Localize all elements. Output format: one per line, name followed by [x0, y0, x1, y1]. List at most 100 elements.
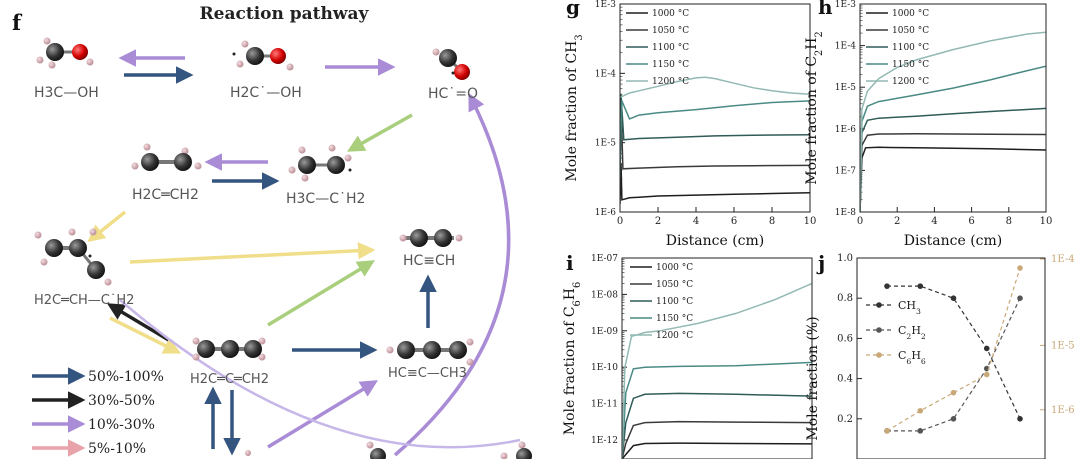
molecule-partial-bottom-3 — [245, 450, 251, 456]
xtick-label-g-5: 10 — [804, 216, 817, 227]
series-line-i-4 — [622, 282, 812, 459]
label-formyl: HC˙=O — [428, 86, 478, 102]
point-j-0-1 — [917, 283, 924, 289]
label-propyne: HC≡C—CH3 — [388, 366, 467, 381]
legend-label-h-3: 1150 °C — [892, 60, 929, 70]
arrow-allyl-to-allene — [109, 316, 182, 354]
panel-letter-g: g — [566, 0, 580, 19]
legend-label-h-2: 1100 °C — [892, 43, 929, 53]
arrow-formyl-to-ethyl — [346, 113, 413, 152]
point-j-0-4 — [1017, 416, 1023, 422]
label-ethyl: H3C—C˙H2 — [286, 191, 365, 207]
molecule-formyl: HC˙=O — [428, 48, 478, 102]
molecule-propyne: HC≡C—CH3 — [386, 338, 474, 381]
label-allyl: H2C═CH—C˙H2 — [34, 293, 134, 308]
point-j-0-2 — [950, 295, 957, 302]
series-line-h-0 — [860, 146, 1046, 212]
legend-label-1: 30%-50% — [88, 393, 155, 409]
legend-label-0: 50%-100% — [88, 369, 164, 385]
plot-frame-j — [856, 257, 1046, 459]
ylabel-g: Mole fraction of CH3 — [564, 34, 585, 181]
panel-letter-f: f — [12, 10, 23, 35]
legend-label-h-4: 1200 °C — [892, 77, 929, 87]
molecule-allene: H2C═C═CH2 — [190, 337, 269, 387]
molecule-partial-bottom-1 — [366, 441, 386, 459]
legend-label-j-2: C6H6 — [898, 349, 926, 366]
legend-label-g-0: 1000 °C — [652, 9, 689, 19]
ytick-label-i-0: 1E-12 — [591, 436, 618, 446]
series-line-h-4 — [860, 31, 1046, 212]
xtick-label-h-1: 2 — [894, 216, 900, 227]
series-line-i-3 — [622, 361, 812, 459]
molecule-hydroxymethyl: H2C˙—OH — [230, 40, 302, 101]
point-j-0-3 — [983, 345, 990, 352]
point-j-2-4 — [1017, 265, 1023, 271]
series-line-i-1 — [622, 420, 812, 459]
molecule-partial-bottom-2 — [500, 441, 532, 459]
series-line-i-0 — [622, 442, 812, 459]
series-line-j-1 — [887, 297, 1021, 432]
pathway-title: Reaction pathway — [200, 4, 370, 24]
point-j-2-0 — [884, 428, 890, 434]
legend-label-h-0: 1000 °C — [892, 9, 929, 19]
xlabel-h: Distance (cm) — [904, 233, 1003, 249]
arrow-lower-to-formyl — [393, 92, 511, 457]
xtick-label-h-3: 6 — [968, 216, 974, 227]
panel-letter-h: h — [818, 0, 833, 19]
ytick-label-h-0: 1E-8 — [835, 208, 857, 218]
series-line-h-3 — [860, 65, 1046, 212]
point-j-1-2 — [950, 416, 957, 422]
chart-i: i 1E-12 1E-11 1E-10 1E-09 1E-08 1E-07 1000 °C 10… — [562, 251, 813, 459]
legend-label-g-2: 1100 °C — [652, 43, 689, 53]
molecule-acetylene: HC≡CH — [399, 229, 463, 269]
xtick-label-h-4: 8 — [1006, 216, 1012, 227]
series-line-i-2 — [622, 392, 812, 459]
right-tick-label-j-1: 1E-5 — [1051, 340, 1075, 351]
ytick-label-i-5: 1E-07 — [591, 254, 618, 264]
ytick-label-j-2: 0.6 — [837, 333, 853, 344]
plot-frame-g — [619, 3, 811, 213]
molecule-ethyl: H3C—C˙H2 — [286, 144, 365, 207]
molecule-allyl: H2C═CH—C˙H2 — [34, 228, 134, 308]
ytick-label-j-0: 0.2 — [837, 414, 853, 425]
ytick-label-h-5: 1E-3 — [835, 0, 857, 10]
panel-letter-j: j — [816, 251, 825, 275]
point-j-1-1 — [917, 428, 924, 434]
ytick-label-h-1: 1E-7 — [835, 166, 857, 176]
pathway-arrows — [87, 49, 521, 457]
series-line-g-0 — [620, 163, 810, 205]
legend-label-3: 5%-10% — [88, 441, 146, 457]
xtick-label-h-5: 10 — [1040, 216, 1053, 227]
point-j-2-1 — [917, 407, 924, 414]
right-tick-label-j-2: 1E-6 — [1051, 405, 1075, 416]
ytick-label-g-0: 1E-6 — [595, 208, 617, 218]
ytick-label-h-3: 1E-5 — [835, 83, 857, 93]
series-line-h-2 — [860, 107, 1046, 212]
series-line-h-1 — [860, 133, 1046, 212]
ytick-label-i-3: 1E-09 — [591, 327, 618, 337]
reaction-pathway-panel: f Reaction pathway — [12, 4, 532, 459]
arrow-lower-to-propyne — [267, 380, 378, 449]
arrow-ethylene-to-allyl — [87, 210, 127, 243]
xtick-label-g-3: 6 — [731, 216, 737, 227]
ytick-label-h-4: 1E-4 — [835, 42, 857, 52]
xtick-label-g-1: 2 — [655, 216, 661, 227]
xtick-label-h-2: 4 — [931, 216, 937, 227]
label-methanol: H3C—OH — [34, 85, 99, 101]
ytick-label-j-1: 0.4 — [837, 374, 853, 385]
ytick-label-g-1: 1E-5 — [595, 139, 617, 149]
legend-label-i-4: 1200 °C — [656, 331, 693, 341]
xtick-label-h-0: 0 — [857, 216, 863, 227]
point-j-2-3 — [983, 371, 990, 378]
ytick-label-i-1: 1E-11 — [591, 400, 618, 410]
ytick-label-g-2: 1E-4 — [595, 69, 617, 79]
ytick-label-j-3: 0.8 — [837, 293, 853, 304]
legend-label-i-3: 1150 °C — [656, 314, 693, 324]
legend-label-g-1: 1050 °C — [652, 26, 689, 36]
ylabel-i: Mole fraction of C6H6 — [562, 282, 583, 436]
pathway-legend: 50%-100% 30%-50% 10%-30% 5%-10% — [32, 367, 164, 457]
point-j-2-2 — [950, 389, 957, 396]
chart-h: h 1E-8 1E-7 1E-6 1E-5 1E-4 1E-3 0 2 4 6 8 10 Distance… — [804, 0, 1052, 249]
panel-letter-i: i — [566, 251, 574, 275]
